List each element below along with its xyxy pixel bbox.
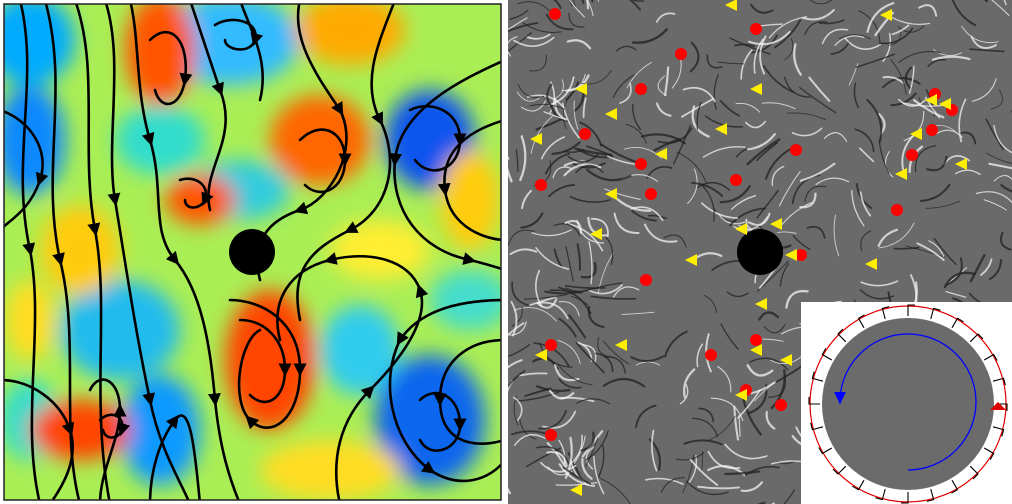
minus-defect-marker — [570, 484, 582, 496]
plus-defect-marker — [750, 334, 762, 346]
plus-defect-marker — [579, 128, 591, 140]
minus-defect-marker — [735, 389, 747, 401]
minus-defect-marker — [910, 128, 922, 140]
minus-defect-marker — [925, 94, 937, 106]
boundary-tick — [930, 307, 941, 320]
vorticity-streamline-panel — [0, 0, 505, 504]
plus-defect-marker — [906, 149, 918, 161]
boundary-tick — [901, 492, 909, 504]
plot-frame — [3, 3, 502, 501]
plus-defect-marker — [675, 48, 687, 60]
plus-defect-marker — [926, 124, 938, 136]
boundary-tick — [832, 465, 847, 475]
minus-defect-marker — [955, 158, 967, 170]
plus-defect-marker — [635, 83, 647, 95]
plus-defect-marker — [640, 274, 652, 286]
obstacle-disk — [229, 229, 275, 275]
minus-defect-marker — [735, 223, 747, 235]
minus-defect-marker — [655, 148, 667, 160]
minus-defect-marker — [575, 83, 587, 95]
boundary-tick — [951, 317, 964, 329]
plus-defect-marker — [635, 158, 647, 170]
boundary-ticks — [808, 304, 1008, 504]
minus-defect-marker — [590, 228, 602, 240]
boundary-tick — [852, 479, 865, 491]
plus-defect-marker — [775, 399, 787, 411]
plus-defect-marker — [545, 429, 557, 441]
boundary-tick — [857, 314, 865, 329]
boundary-tick — [969, 465, 979, 480]
boundary-tick — [808, 397, 820, 405]
inset-disk — [822, 318, 994, 490]
minus-defect-marker — [880, 9, 892, 21]
plus-defect-marker — [645, 188, 657, 200]
minus-defect-marker — [865, 258, 877, 270]
plus-defect-marker — [535, 179, 547, 191]
minus-defect-marker — [785, 249, 797, 261]
minus-defect-marker — [605, 188, 617, 200]
boundary-tick — [821, 348, 833, 361]
minus-defect-marker — [535, 349, 547, 361]
boundary-tick — [926, 488, 935, 502]
plus-defect-marker — [549, 8, 561, 20]
minus-defect-marker — [939, 98, 951, 110]
plus-defect-marker — [795, 249, 807, 261]
boundary-tick — [810, 422, 824, 431]
plus-defect-marker — [705, 349, 717, 361]
boundary-tick — [992, 377, 1006, 386]
counterclockwise-arrowhead-icon — [834, 392, 846, 404]
boundary-tick — [837, 328, 847, 343]
lic-texture-plot — [508, 0, 1012, 504]
plus-defect-marker — [891, 204, 903, 216]
boundary-tick — [907, 304, 915, 316]
topological-defects — [530, 0, 967, 496]
boundary-tick — [951, 479, 959, 494]
boundary-tick — [811, 371, 824, 382]
obstacle-disk — [737, 229, 783, 275]
minus-defect-marker — [750, 344, 762, 356]
boundary-tick — [983, 447, 995, 460]
lic-texture-panel — [508, 0, 1012, 504]
boundary-tick — [969, 333, 984, 343]
boundary-tick — [875, 488, 886, 501]
streamlines — [4, 4, 501, 500]
plus-defect-marker — [730, 174, 742, 186]
minus-defect-marker — [755, 298, 767, 310]
minus-defect-marker — [615, 339, 627, 351]
minus-defect-marker — [770, 218, 782, 230]
minus-defect-marker — [895, 168, 907, 180]
minus-defect-marker — [715, 123, 727, 135]
minus-defect-marker — [750, 83, 762, 95]
boundary-tick — [818, 447, 833, 455]
minus-defect-marker — [780, 354, 792, 366]
plus-defect-marker — [790, 144, 802, 156]
minus-defect-marker — [530, 133, 542, 145]
boundary-tick — [992, 426, 1005, 437]
vorticity-streamline-plot — [3, 3, 502, 501]
minus-defect-marker — [725, 0, 737, 11]
counterclockwise-arrow-icon — [839, 333, 977, 471]
rotation-inset — [801, 302, 1012, 504]
plus-defect-marker — [750, 23, 762, 35]
minus-defect-marker — [605, 108, 617, 120]
boundary-tick — [983, 353, 998, 361]
plus-defect-marker — [545, 339, 557, 351]
minus-defect-marker — [685, 254, 697, 266]
boundary-tick — [881, 306, 890, 320]
clockwise-arrow-icon — [990, 402, 1006, 410]
